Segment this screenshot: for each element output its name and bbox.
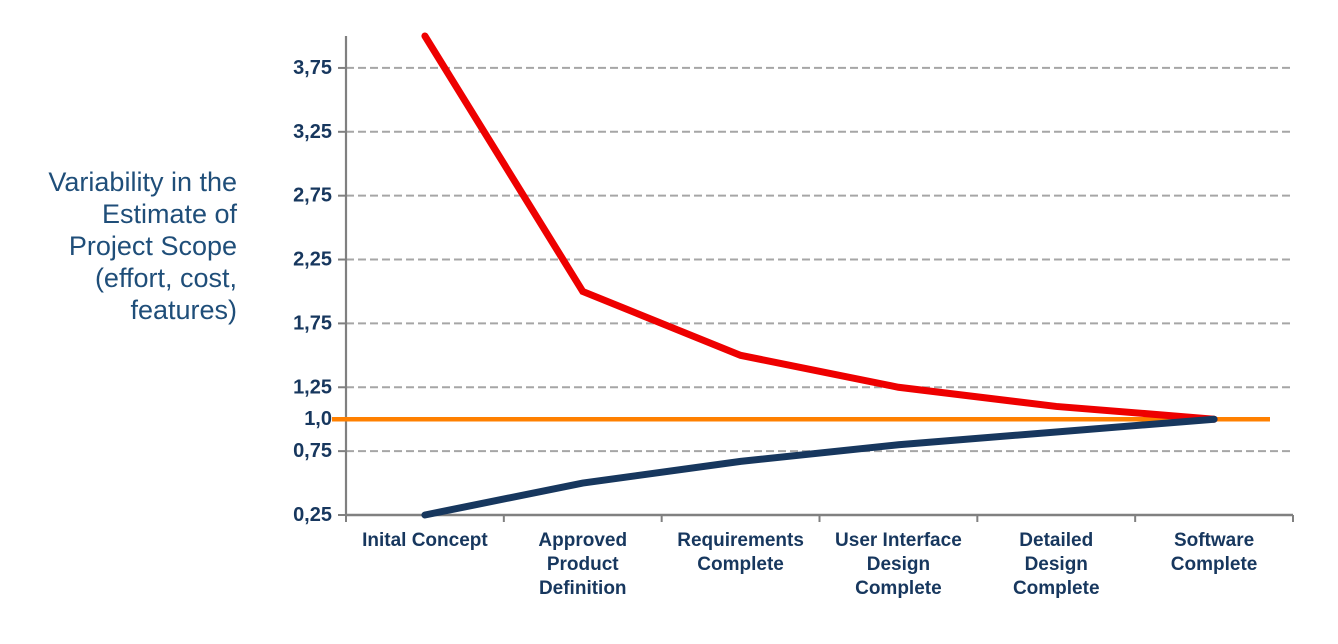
y-axis-title-line: (effort, cost,	[94, 263, 237, 293]
upper-estimate-variability-line	[421, 32, 1218, 423]
y-axis-tick-label: 1,0	[304, 408, 332, 430]
y-axis-tick-label: 0,25	[293, 504, 332, 526]
y-axis-title: Variability in the Estimate of Project S…	[0, 166, 237, 326]
y-axis-title-line: Estimate of	[101, 199, 237, 229]
x-axis-label: User Interface Design Complete	[835, 530, 962, 599]
y-axis-tick-label: 2,25	[293, 249, 332, 271]
y-axis-title-line: Variability in the	[48, 167, 237, 197]
x-axis-label: Approved Product Definition	[538, 530, 628, 599]
x-axis-label: Detailed Design Complete	[1012, 530, 1100, 599]
y-axis-tick-label: 2,75	[293, 185, 332, 207]
x-axis-label: Software Complete	[1170, 530, 1258, 575]
x-axis-label: Requirements Complete	[677, 530, 804, 575]
y-axis-tick-label: 0,75	[293, 440, 332, 462]
y-axis-tick-label: 1,25	[293, 376, 332, 398]
y-axis-title-line: Project Scope	[68, 231, 237, 261]
y-axis-tick-label: 3,25	[293, 121, 332, 143]
y-axis-tick-label: 1,75	[293, 312, 332, 334]
x-axis-label: Inital Concept	[362, 530, 488, 551]
y-axis-title-line: features)	[130, 295, 237, 325]
y-axis-tick-label: 3,75	[293, 57, 332, 79]
lower-estimate-variability-line	[421, 415, 1218, 519]
